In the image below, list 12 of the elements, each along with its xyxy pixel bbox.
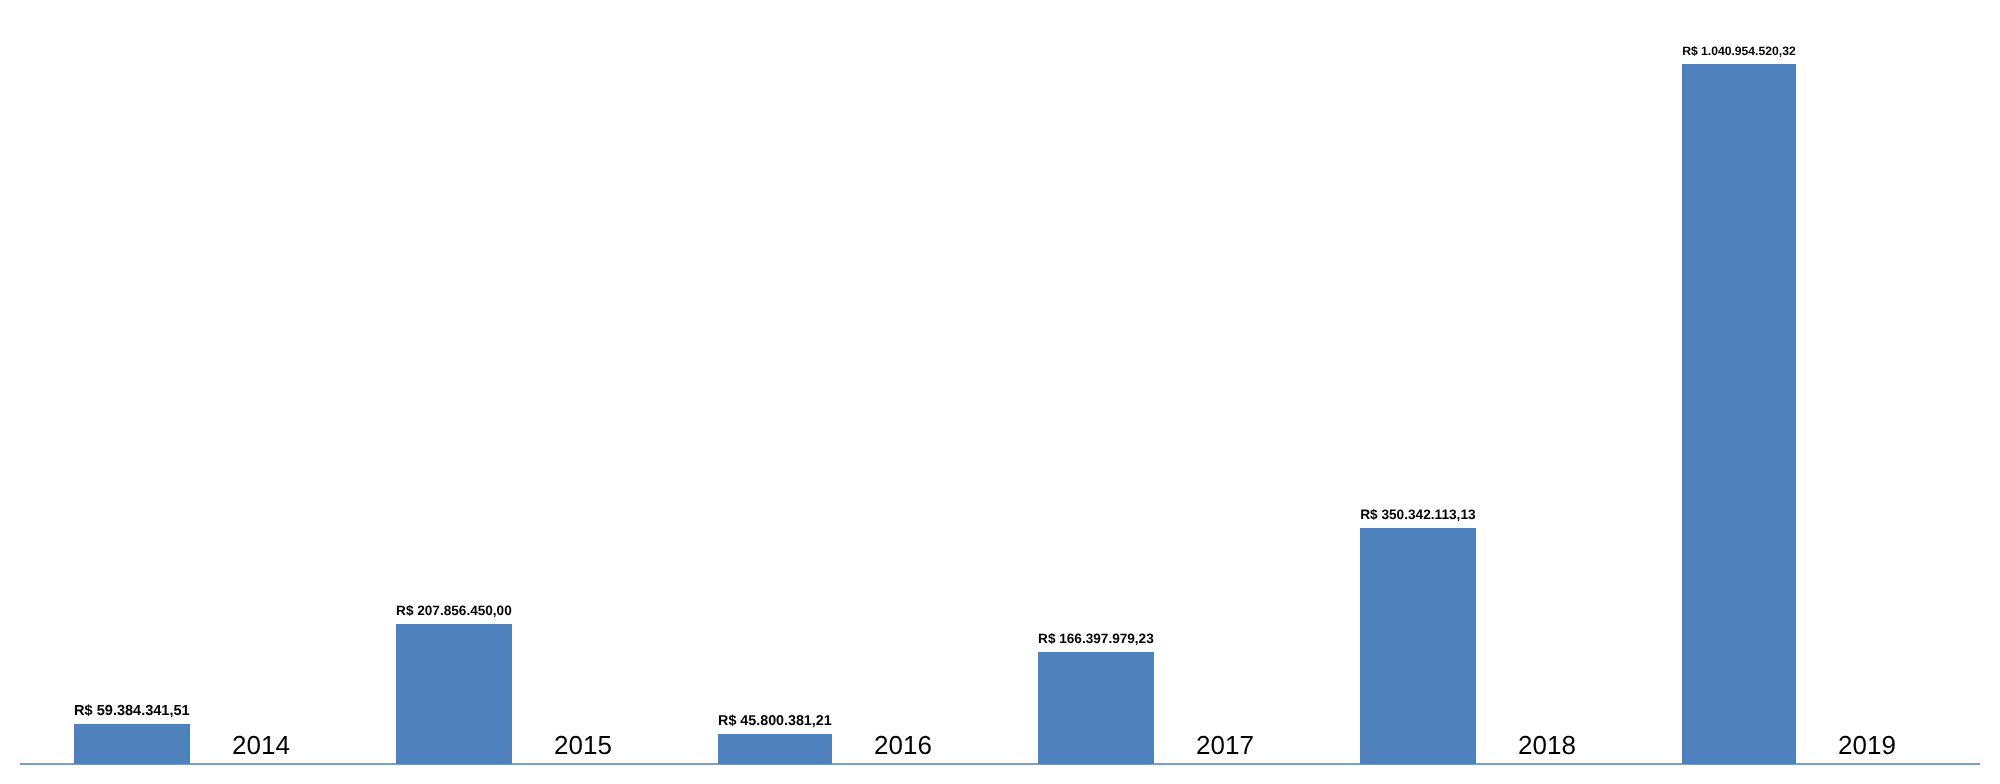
bar: [1360, 528, 1476, 764]
x-tick-label: 2018: [1518, 730, 1576, 760]
x-tick-label: 2015: [554, 730, 612, 760]
bar: [718, 734, 832, 764]
x-tick-label: 2016: [874, 730, 932, 760]
bar: [1038, 652, 1154, 764]
bar: [396, 624, 512, 764]
x-tick-label: 2017: [1196, 730, 1254, 760]
x-tick-label: 2019: [1838, 730, 1896, 760]
bar: [1682, 64, 1796, 764]
x-tick-label: 2014: [232, 730, 290, 760]
bar: [74, 724, 190, 764]
